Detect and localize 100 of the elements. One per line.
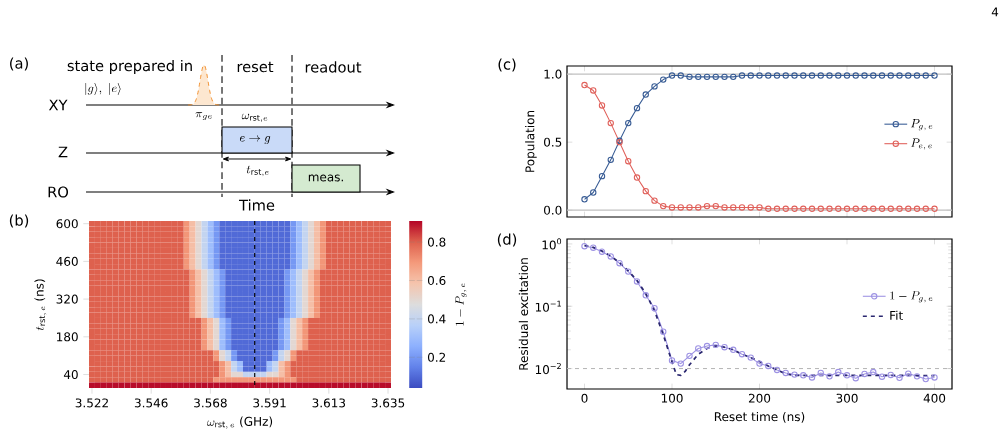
point: [607, 253, 614, 260]
y-axis-title: Residual excitation: [518, 258, 529, 370]
point: [738, 72, 746, 79]
x-tick-label: 3.546: [134, 398, 168, 408]
y-tick-label: 0.0: [544, 205, 562, 215]
text: 4: [991, 7, 999, 17]
legend-label: $1-P_{g,\,e}$: [890, 291, 933, 303]
y-tick-label: 460: [56, 256, 78, 266]
point: [835, 205, 842, 213]
point: [922, 205, 929, 213]
legend-label: $P_{e,\,e}$: [910, 138, 932, 150]
point: [887, 72, 894, 79]
point: [730, 204, 737, 211]
point: [843, 372, 851, 379]
point: [913, 205, 921, 213]
point: [738, 204, 746, 211]
y-tick-label: 40: [63, 369, 78, 380]
point: [835, 72, 842, 79]
point: [625, 268, 632, 275]
point: [826, 72, 833, 79]
point: [791, 72, 798, 79]
y-tick-label: 10$^{0}$: [542, 238, 562, 250]
point: [668, 357, 676, 364]
point: [738, 350, 746, 358]
point: [677, 72, 684, 79]
point: [607, 119, 614, 127]
point: [642, 187, 649, 195]
point: [660, 202, 667, 210]
point: [913, 373, 921, 380]
point: [607, 156, 614, 164]
point: [712, 73, 719, 81]
point: [870, 368, 877, 376]
y-tick-label: 0.5: [544, 137, 562, 147]
point: [651, 83, 658, 90]
point: [817, 72, 824, 79]
text: $e \to g$: [239, 135, 271, 144]
point: [651, 197, 658, 204]
point: [756, 72, 763, 79]
point: [686, 73, 693, 81]
point: [712, 341, 719, 349]
point: [913, 72, 921, 79]
y-tick-label: 180: [57, 332, 78, 342]
point: [887, 371, 894, 379]
chart-title: (b): [9, 214, 29, 228]
point: [686, 204, 693, 211]
point: [590, 189, 597, 196]
point: [773, 366, 781, 374]
color-bar-label: 0.2: [427, 352, 446, 362]
point: [782, 369, 789, 377]
text: RO: [48, 186, 69, 198]
point: [852, 375, 859, 382]
y-tick-label: 10$^{−2}$: [535, 362, 561, 375]
y-tick-label: 1.0: [544, 69, 562, 79]
text: state prepared in: [67, 59, 192, 75]
x-tick-label: 0: [581, 393, 588, 403]
point: [896, 205, 903, 213]
point: [861, 370, 868, 378]
point: [660, 76, 667, 83]
text: Z: [58, 146, 68, 158]
chart-title: (c): [498, 58, 516, 72]
point: [870, 72, 877, 79]
point: [642, 292, 649, 299]
point: [887, 205, 894, 213]
legend-label: $P_{g,\,e}$: [910, 119, 933, 131]
point: [668, 204, 676, 211]
point: [668, 72, 676, 79]
point: [922, 375, 929, 383]
color-bar-label: 0.8: [427, 237, 446, 247]
x-axis-title: $\omega_{\mathrm{rst},\,e}\ \mbox{(GHz)}$: [207, 416, 273, 429]
point: [590, 244, 597, 251]
text: $|g\rangle,\ |e\rangle$: [85, 82, 121, 95]
point: [878, 72, 886, 79]
point: [800, 72, 807, 79]
text: $t_{\mathrm{rst},e}$: [246, 165, 269, 177]
color-bar-title: $1-P_{g,\,e}$: [455, 283, 467, 326]
x-tick-label: 3.568: [194, 398, 227, 408]
point: [590, 87, 597, 94]
point: [695, 345, 702, 352]
point: [808, 205, 816, 213]
y-axis-title: $t_{\mathrm{rst},\,e}\ \mbox{(ns)}$: [34, 279, 47, 331]
point: [703, 73, 711, 81]
point: [773, 205, 781, 213]
point: [843, 205, 851, 213]
point: [747, 354, 754, 361]
point: [782, 205, 789, 213]
text: $\omega_{\mathrm{rst},e}$: [241, 113, 268, 123]
point: [817, 369, 824, 377]
point: [800, 205, 807, 213]
text: $\pi_{ge}$: [195, 111, 212, 121]
text: reset: [237, 61, 274, 73]
point: [721, 344, 728, 351]
point: [598, 248, 606, 255]
point: [633, 104, 641, 112]
x-tick-label: 200: [748, 393, 771, 403]
point: [765, 72, 772, 79]
point: [826, 205, 833, 213]
point: [870, 205, 877, 213]
text: meas.: [308, 174, 343, 182]
point: [598, 172, 606, 180]
point: [616, 260, 623, 267]
